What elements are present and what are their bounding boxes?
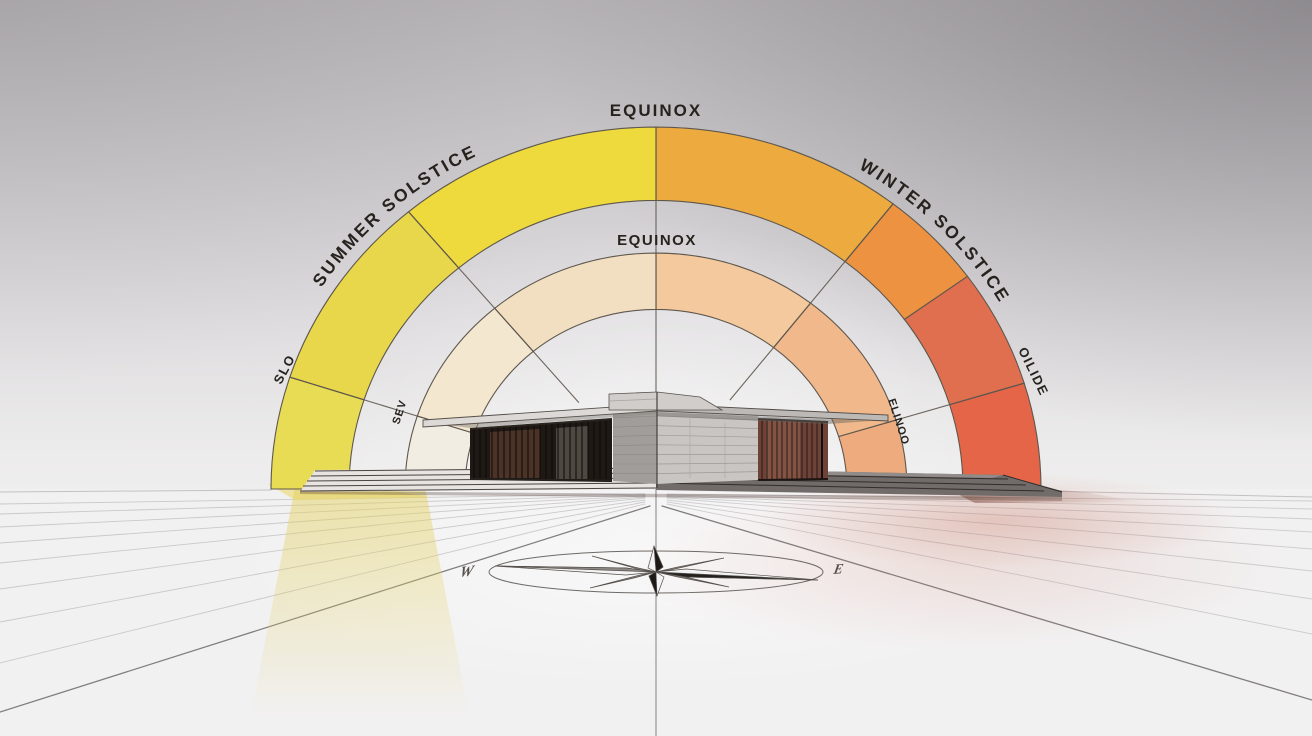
outer-band-segment xyxy=(844,203,969,321)
roof-parapet xyxy=(608,391,724,411)
inner-band-segment xyxy=(772,302,897,438)
plinth-ground-shadow xyxy=(300,491,1062,501)
compass-rose xyxy=(488,544,824,597)
building xyxy=(299,391,1063,501)
brick-course-line xyxy=(612,444,658,446)
core-left-courses xyxy=(612,415,658,474)
light-reflections xyxy=(250,472,1290,720)
label-equinox-top: EQUINOX xyxy=(610,101,702,120)
sun-path-bands xyxy=(270,126,1042,490)
glass-left-mullions xyxy=(473,420,607,479)
brick-course-line xyxy=(656,425,759,429)
brick-course-line xyxy=(612,425,658,428)
brick-course-line xyxy=(656,462,759,465)
brick-course-line xyxy=(612,415,658,419)
radial-divider-line xyxy=(729,203,894,401)
brick-course-line xyxy=(612,434,658,437)
glass-right-mullions xyxy=(761,420,823,479)
radial-divider-line xyxy=(885,382,1025,424)
compass-star xyxy=(494,544,819,597)
red-light-wash-far xyxy=(630,480,1290,650)
compass-point-north-dark xyxy=(653,545,664,573)
compass-east-letter: E xyxy=(831,561,844,578)
brick-course-line xyxy=(656,434,759,438)
outer-band-segment xyxy=(655,126,894,263)
radial-divider-line xyxy=(289,376,428,420)
compass-west-letter: W xyxy=(458,562,476,581)
roof-soffit-right xyxy=(657,412,870,424)
compass-point-south-dark xyxy=(648,571,658,597)
floor-back-edge-left xyxy=(0,489,272,493)
compass-point-west-dark xyxy=(494,565,657,573)
glass-right-sill xyxy=(757,478,829,481)
glass-right-sheen xyxy=(766,421,800,480)
compass-point-east-dark xyxy=(655,571,819,581)
core-right-courses xyxy=(656,415,759,478)
glass-left-head-frame xyxy=(469,418,613,430)
parapet-reveal-line xyxy=(608,398,658,402)
glass-left-sill xyxy=(469,478,613,482)
brick-course-line xyxy=(656,471,759,474)
radial-divider-line xyxy=(408,211,580,403)
label-equinox-inner: EQUINOX xyxy=(617,232,697,249)
yellow-light-column xyxy=(250,487,470,720)
glass-left-sheen xyxy=(556,426,588,479)
brick-course-line xyxy=(656,444,759,447)
